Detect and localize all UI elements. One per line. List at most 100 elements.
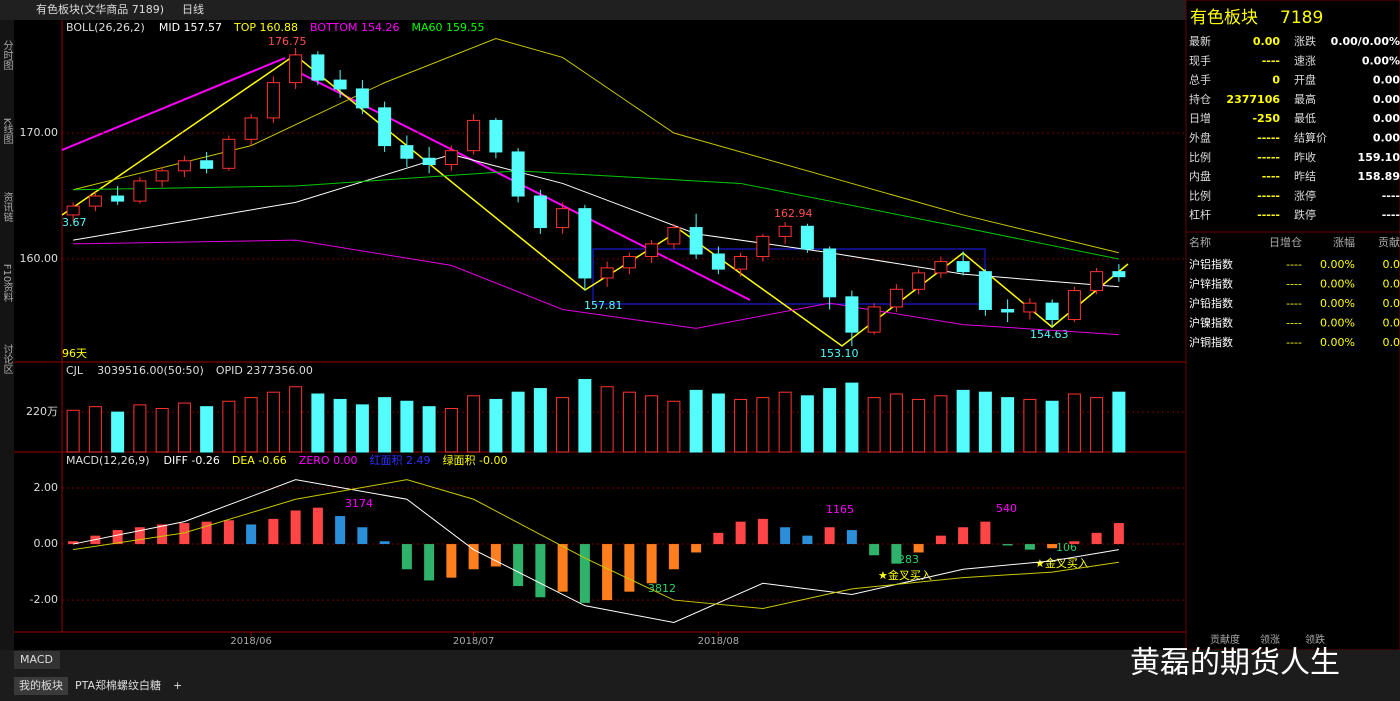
quote-label: 速涨 [1294, 54, 1316, 67]
macd-bar [1069, 541, 1080, 545]
sidebar-tab[interactable]: K线图 [1, 118, 13, 145]
volume-bar [667, 400, 681, 453]
annotation: 157.81 [584, 299, 623, 312]
bottom-tab[interactable] [70, 677, 167, 695]
quote-label: 内盘 [1189, 169, 1211, 183]
bottom-tab-label[interactable]: PTA郑棉螺纹白糖 [75, 678, 161, 692]
candle-body [1001, 308, 1015, 313]
annotation: 1165 [826, 503, 854, 516]
volume-bar [778, 391, 792, 453]
volume-bar [244, 397, 258, 453]
quote-label: 结算价 [1294, 131, 1327, 145]
macd-bar [490, 544, 501, 567]
sidebar-tab[interactable]: 分时图 [1, 40, 13, 71]
macd-bar [401, 544, 412, 570]
bottom-tab[interactable] [14, 677, 68, 695]
y-tick-label: 220万 [26, 405, 58, 418]
quote-label: 持仓 [1189, 92, 1211, 106]
candle-body [444, 150, 458, 166]
volume-bar [645, 395, 659, 453]
trend-arrow [61, 54, 1129, 347]
table-cell: ---- [1286, 278, 1302, 291]
sidebar-tab[interactable]: 讨论区 [1, 344, 13, 374]
table-cell: 0.0 [1383, 336, 1400, 349]
table-header: 涨幅 [1333, 236, 1355, 249]
quote-code: 7189 [1280, 8, 1323, 28]
quote-label: 开盘 [1294, 73, 1316, 87]
quote-title: 有色板块 [1190, 8, 1258, 28]
period-selector[interactable]: 日线 [182, 2, 204, 16]
indicator-value: ZERO 0.00 [299, 454, 358, 467]
candle-body [222, 138, 236, 169]
annotation: 3174 [345, 497, 373, 510]
panel-tab[interactable]: 领涨 [1260, 633, 1280, 646]
quote-label: 总手 [1189, 73, 1211, 87]
indicator-tab[interactable] [14, 651, 60, 669]
bottom-tab[interactable] [168, 677, 188, 695]
volume-bar [556, 397, 570, 453]
table-header: 贡献 [1378, 235, 1400, 249]
indicator-value: OPID 2377356.00 [216, 364, 313, 377]
candle-body [266, 82, 280, 119]
indicator-tab-label[interactable]: MACD [20, 653, 53, 666]
quote-value: ----- [1257, 132, 1280, 145]
bottom-tab-label[interactable]: + [173, 679, 182, 692]
volume-bar [378, 397, 392, 453]
sidebar-tab[interactable]: 资讯链 [1, 192, 13, 222]
table-cell: ---- [1286, 336, 1302, 349]
indicator-legend[interactable]: BOLL(26,26,2) [66, 21, 145, 34]
candle-body [600, 267, 614, 279]
macd-bar [579, 544, 590, 603]
macd-bar [713, 532, 724, 545]
table-cell: 沪铝指数 [1189, 257, 1233, 271]
candle-body [778, 225, 792, 237]
quote-label: 昨收 [1294, 150, 1316, 164]
table-cell: 0.00% [1320, 297, 1355, 310]
candle-body [734, 256, 748, 270]
bottom-tab-label[interactable]: 我的板块 [19, 678, 63, 692]
quote-value: 0 [1272, 74, 1280, 87]
volume-bar [756, 397, 770, 453]
volume-bar [1023, 398, 1037, 453]
indicator-legend[interactable]: CJL [66, 364, 84, 377]
candle-body [934, 261, 948, 274]
macd-bar [624, 544, 635, 592]
watermark: 黄磊的期货人生 [1130, 646, 1340, 681]
candle-body [1045, 302, 1059, 321]
annotation: 176.75 [268, 35, 307, 48]
quote-label: 涨停 [1294, 188, 1316, 202]
x-tick-label: 2018/07 [453, 636, 495, 647]
panel-tab[interactable]: 领跌 [1305, 633, 1325, 646]
x-tick-label: 2018/06 [230, 636, 272, 647]
indicator-value: DEA -0.66 [232, 454, 287, 467]
macd-bar [668, 544, 679, 570]
quote-label: 最低 [1294, 112, 1316, 125]
indicator-value: 绿面积 -0.00 [443, 453, 508, 467]
annotation: ★金叉买入 [878, 568, 932, 582]
sidebar-tab[interactable]: F10资料 [1, 264, 13, 303]
macd-bar [468, 544, 479, 570]
table-cell: 0.00% [1320, 278, 1355, 291]
macd-bar [379, 541, 390, 545]
table-cell: 0.00% [1320, 317, 1355, 330]
volume-bar [978, 391, 992, 453]
macd-bar [1091, 532, 1102, 545]
table-cell: 0.00% [1320, 258, 1355, 271]
top-bar [0, 0, 1400, 20]
macd-bar [869, 544, 880, 556]
volume-bar [1112, 391, 1126, 453]
volume-bar [66, 409, 80, 453]
macd-bar [735, 521, 746, 545]
indicator-value: DIFF -0.26 [164, 454, 220, 467]
candle-body [333, 79, 347, 90]
quote-value: 159.10 [1358, 151, 1400, 164]
candle-body [867, 306, 881, 333]
quote-label: 最新 [1189, 34, 1211, 48]
candle-body [645, 243, 659, 258]
candle-body [489, 119, 503, 153]
indicator-legend[interactable]: MACD(12,26,9) [66, 454, 150, 467]
macd-bar [891, 544, 902, 564]
panel-tab[interactable]: 贡献度 [1210, 633, 1240, 646]
macd-bar [179, 523, 190, 545]
quote-value: 0.00 [1373, 112, 1400, 125]
